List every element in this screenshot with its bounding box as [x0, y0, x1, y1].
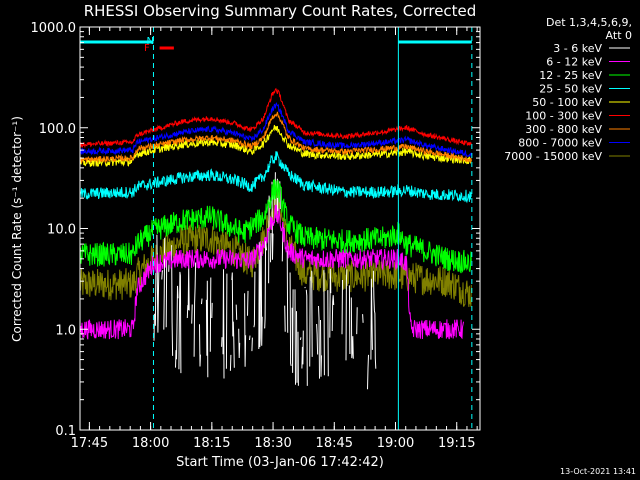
legend-label-8: 800 - 7000 keV — [518, 137, 602, 150]
x-tick-label-6: 19:00 — [377, 436, 414, 451]
series-line-4 — [79, 151, 472, 204]
x-tick-label-2: 18:00 — [132, 436, 169, 451]
plot-area: NF 1000.0 100.0 10.0 1.0 0.117:45 18:00 18:15 18… — [31, 21, 481, 451]
y-tick-label-2: 100.0 — [39, 122, 76, 137]
y-axis-title: Corrected Count Rate (s⁻¹ detector⁻¹) — [10, 116, 24, 342]
x-tick-label-5: 18:45 — [316, 436, 353, 451]
x-tick-label-3: 18:15 — [193, 436, 230, 451]
legend-label-9: 7000 - 15000 keV — [504, 150, 602, 163]
flag-label-N: N — [146, 36, 153, 47]
y-tick-label-4: 1.0 — [55, 323, 76, 338]
legend-label-1: 3 - 6 keV — [553, 42, 602, 55]
legend-header-line-2: Att 0 — [606, 29, 632, 42]
x-tick-label-4: 18:30 — [254, 436, 291, 451]
x-tick-label-1: 17:45 — [71, 436, 108, 451]
x-axis-title: Start Time (03-Jan-06 17:42:42) — [176, 455, 384, 470]
series-line-6 — [79, 87, 472, 149]
legend-label-5: 50 - 100 keV — [532, 96, 602, 109]
flag-label-F: F — [144, 43, 150, 54]
legend-label-4: 25 - 50 keV — [539, 83, 602, 96]
y-tick-label-3: 10.0 — [47, 223, 76, 238]
series-line-5 — [79, 124, 472, 168]
footer-timestamp: 13-Oct-2021 13:41 — [560, 467, 636, 476]
series-line-8 — [79, 102, 472, 158]
legend-label-2: 6 - 12 keV — [546, 56, 602, 69]
legend-label-6: 100 - 300 keV — [525, 110, 602, 123]
series-line-3 — [79, 179, 472, 274]
series-line-7 — [79, 111, 472, 164]
y-tick-label-1: 1000.0 — [31, 21, 77, 36]
legend-header-line-1: Det 1,3,4,5,6,9, — [546, 16, 632, 29]
y-tick-label-5: 0.1 — [55, 424, 76, 439]
x-tick-label-7: 19:15 — [438, 436, 475, 451]
legend-label-7: 300 - 800 keV — [525, 123, 602, 136]
legend-label-3: 12 - 25 keV — [539, 69, 602, 82]
chart-title: RHESSI Observing Summary Count Rates, Co… — [84, 2, 477, 20]
series-line-2 — [79, 204, 464, 340]
